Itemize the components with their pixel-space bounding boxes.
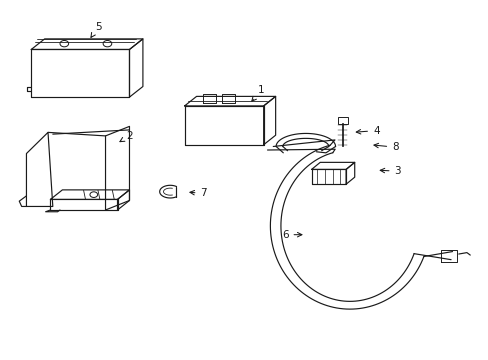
Text: 3: 3 — [380, 166, 400, 176]
Text: 4: 4 — [356, 126, 379, 136]
Text: 6: 6 — [282, 230, 301, 240]
Text: 8: 8 — [373, 142, 398, 152]
Bar — [337, 117, 347, 123]
Text: 7: 7 — [189, 188, 206, 198]
Text: 5: 5 — [91, 22, 102, 37]
Text: 2: 2 — [120, 131, 133, 141]
Text: 1: 1 — [251, 85, 264, 101]
